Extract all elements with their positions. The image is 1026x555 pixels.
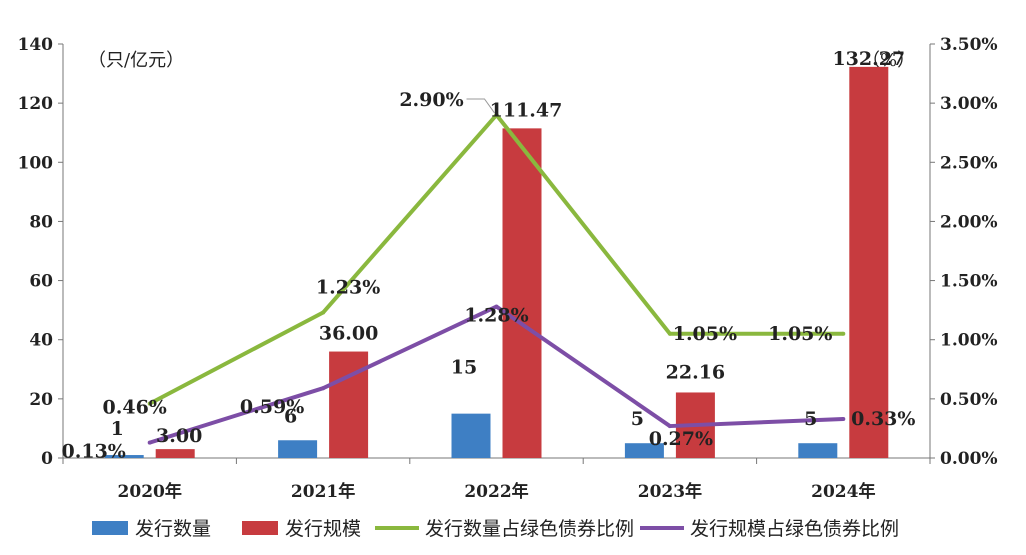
bar-size xyxy=(849,66,889,459)
lines xyxy=(147,98,846,445)
legend-label: 发行数量占绿色债券比例 xyxy=(425,518,634,540)
label-count: 1 xyxy=(111,418,124,440)
bar-count xyxy=(104,455,144,458)
label-size-share: 0.13% xyxy=(62,441,126,463)
left-tick-label: 40 xyxy=(29,331,53,351)
label-size-share: 0.59% xyxy=(240,396,304,418)
legend-label: 发行规模占绿色债券比例 xyxy=(690,518,899,540)
label-size: 132.27 xyxy=(832,48,905,70)
label-count-share: 1.05% xyxy=(768,323,832,345)
x-tick-label: 2021年 xyxy=(291,481,355,502)
bar-count xyxy=(624,443,664,458)
legend: 发行数量 发行规模 发行数量占绿色债券比例 发行规模占绿色债券比例 xyxy=(92,518,899,540)
point-count-share xyxy=(494,112,499,117)
label-count: 15 xyxy=(451,357,477,379)
point-size-share xyxy=(667,424,672,429)
point-count-share xyxy=(667,331,672,336)
left-tick-label: 80 xyxy=(29,212,53,232)
point-size-share xyxy=(147,440,152,445)
label-size-share: 0.33% xyxy=(851,408,915,430)
label-count-share: 0.46% xyxy=(103,397,167,419)
legend-swatch-size xyxy=(242,521,278,535)
point-count-share xyxy=(147,401,152,406)
bars xyxy=(104,66,889,459)
right-tick-label: 0.50% xyxy=(940,390,998,410)
label-count-share: 1.05% xyxy=(673,323,737,345)
line-size-share xyxy=(149,304,844,445)
legend-label: 发行数量 xyxy=(135,518,211,540)
point-count-share xyxy=(321,310,326,315)
right-tick-label: 1.50% xyxy=(940,272,998,292)
label-size: 36.00 xyxy=(319,323,379,345)
left-tick-label: 0 xyxy=(41,449,53,469)
bar-count xyxy=(451,413,491,458)
label-count: 5 xyxy=(804,408,817,430)
x-tick-label: 2024年 xyxy=(811,481,875,502)
label-size-share: 1.28% xyxy=(464,305,528,327)
right-tick-label: 1.00% xyxy=(940,331,998,351)
point-size-share xyxy=(494,304,499,309)
left-tick-label: 20 xyxy=(29,390,53,410)
point-size-share xyxy=(321,386,326,391)
left-tick-label: 100 xyxy=(18,153,54,173)
left-tick-label: 60 xyxy=(29,272,53,292)
label-leader-line xyxy=(466,98,495,114)
data-labels: 1 6 15 5 5 3.00 36.00 111.47 22.16 132.27 0.46% 1.2… xyxy=(62,48,916,463)
bar-count xyxy=(278,440,318,458)
label-size-share: 0.27% xyxy=(649,428,713,450)
right-tick-label: 3.50% xyxy=(940,35,998,55)
x-tick-label: 2020年 xyxy=(118,481,182,502)
point-size-share xyxy=(841,416,846,421)
bar-size xyxy=(329,351,369,458)
label-count: 5 xyxy=(631,408,644,430)
label-count: 6 xyxy=(284,405,297,427)
axes: 0 20 40 60 80 100 120 140 0.00% 0.50% 1.00% 1.50% 2.… xyxy=(18,35,998,502)
legend-swatch-count xyxy=(92,521,128,535)
bar-size xyxy=(502,128,542,458)
right-axis-unit: （%） xyxy=(862,50,915,71)
bar-size xyxy=(155,449,195,458)
label-size: 3.00 xyxy=(156,425,202,447)
legend-label: 发行规模 xyxy=(285,518,361,540)
right-tick-label: 2.50% xyxy=(940,153,998,173)
line-count-share xyxy=(148,112,844,406)
x-tick-label: 2022年 xyxy=(464,481,528,502)
label-size: 22.16 xyxy=(666,361,726,383)
label-count-share: 2.90% xyxy=(399,89,463,111)
label-size: 111.47 xyxy=(490,99,563,121)
right-tick-label: 3.00% xyxy=(940,94,998,114)
x-tick-label: 2023年 xyxy=(638,481,702,502)
right-tick-label: 0.00% xyxy=(940,449,998,469)
left-tick-label: 120 xyxy=(18,94,54,114)
right-tick-label: 2.00% xyxy=(940,212,998,232)
point-count-share xyxy=(841,331,846,336)
bar-count xyxy=(798,443,838,458)
label-count-share: 1.23% xyxy=(316,277,380,299)
left-tick-label: 140 xyxy=(18,35,54,55)
left-axis-unit: （只/亿元） xyxy=(88,50,184,71)
